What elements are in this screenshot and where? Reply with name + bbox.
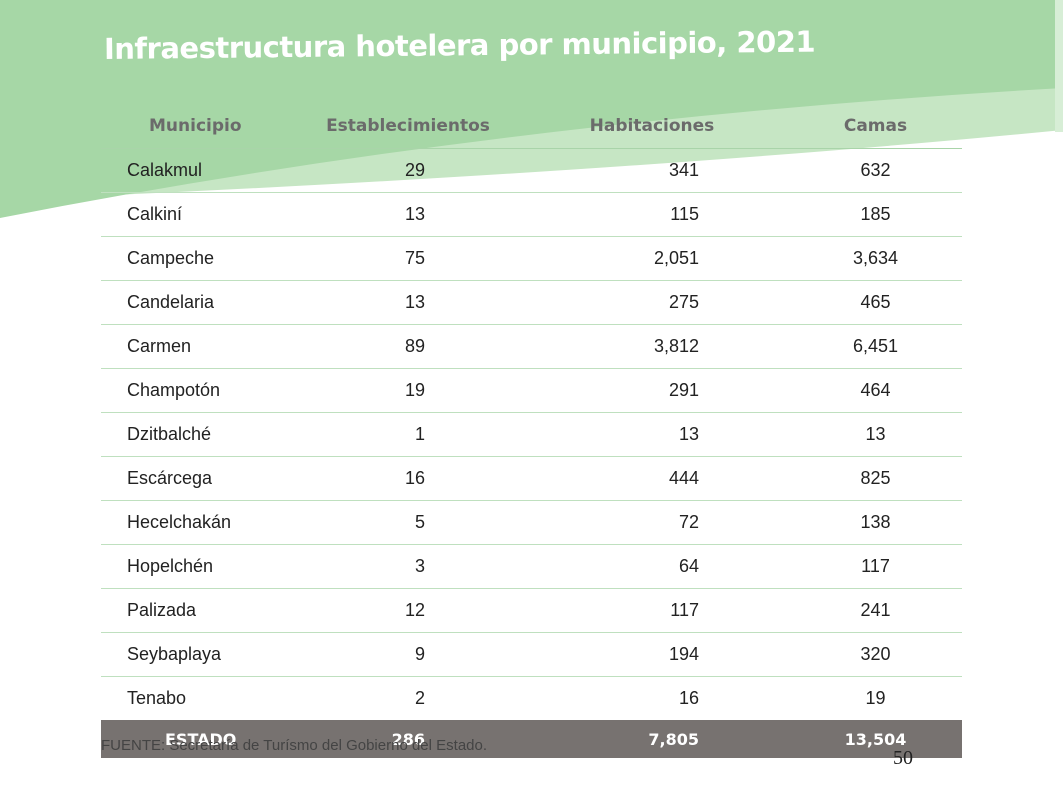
cell-municipio: Seybaplaya bbox=[101, 632, 301, 677]
table-row: Tenabo 2 16 19 bbox=[101, 676, 962, 720]
cell-municipio: Escárcega bbox=[101, 456, 301, 501]
cell-habitaciones: 115 bbox=[515, 192, 789, 237]
table-header-row: Municipio Establecimientos Habitaciones … bbox=[101, 104, 962, 149]
header-camas: Camas bbox=[843, 116, 908, 136]
cell-camas: 632 bbox=[789, 148, 962, 193]
cell-establecimientos: 3 bbox=[301, 544, 515, 589]
cell-municipio: Hopelchén bbox=[101, 544, 301, 589]
page-number: 50 bbox=[893, 747, 913, 769]
cell-municipio: Candelaria bbox=[101, 280, 301, 325]
total-camas: 13,504 bbox=[789, 720, 962, 758]
cell-camas: 13 bbox=[789, 412, 962, 457]
cell-camas: 19 bbox=[789, 676, 962, 720]
total-label: ESTADO bbox=[101, 720, 301, 758]
cell-municipio: Calkiní bbox=[101, 192, 301, 237]
cell-camas: 320 bbox=[789, 632, 962, 677]
cell-establecimientos: 16 bbox=[301, 456, 515, 501]
cell-habitaciones: 291 bbox=[515, 368, 789, 413]
cell-establecimientos: 5 bbox=[301, 500, 515, 545]
table-row: Carmen 89 3,812 6,451 bbox=[101, 324, 962, 369]
cell-camas: 6,451 bbox=[789, 324, 962, 369]
total-habitaciones: 7,805 bbox=[515, 720, 789, 758]
cell-establecimientos: 13 bbox=[301, 192, 515, 237]
band-edge bbox=[1055, 0, 1063, 132]
cell-habitaciones: 2,051 bbox=[515, 236, 789, 281]
cell-establecimientos: 1 bbox=[301, 412, 515, 457]
total-establecimientos: 286 bbox=[301, 720, 515, 758]
table-row: Champotón 19 291 464 bbox=[101, 368, 962, 413]
cell-habitaciones: 194 bbox=[515, 632, 789, 677]
table-row: Campeche 75 2,051 3,634 bbox=[101, 236, 962, 281]
header-municipio: Municipio bbox=[149, 116, 242, 136]
cell-establecimientos: 29 bbox=[301, 148, 515, 193]
table-row: Seybaplaya 9 194 320 bbox=[101, 632, 962, 677]
cell-camas: 138 bbox=[789, 500, 962, 545]
cell-municipio: Campeche bbox=[101, 236, 301, 281]
cell-municipio: Hecelchakán bbox=[101, 500, 301, 545]
cell-habitaciones: 444 bbox=[515, 456, 789, 501]
cell-establecimientos: 75 bbox=[301, 236, 515, 281]
cell-municipio: Dzitbalché bbox=[101, 412, 301, 457]
header-establecimientos: Establecimientos bbox=[326, 116, 490, 136]
cell-habitaciones: 13 bbox=[515, 412, 789, 457]
cell-municipio: Calakmul bbox=[101, 148, 301, 193]
total-row: ESTADO 286 7,805 13,504 bbox=[101, 720, 962, 758]
cell-camas: 3,634 bbox=[789, 236, 962, 281]
cell-municipio: Carmen bbox=[101, 324, 301, 369]
table-row: Calkiní 13 115 185 bbox=[101, 192, 962, 237]
table-row: Escárcega 16 444 825 bbox=[101, 456, 962, 501]
cell-municipio: Champotón bbox=[101, 368, 301, 413]
cell-camas: 117 bbox=[789, 544, 962, 589]
cell-habitaciones: 16 bbox=[515, 676, 789, 720]
table-row: Palizada 12 117 241 bbox=[101, 588, 962, 633]
hotel-table: Municipio Establecimientos Habitaciones … bbox=[101, 104, 962, 758]
cell-camas: 825 bbox=[789, 456, 962, 501]
cell-habitaciones: 275 bbox=[515, 280, 789, 325]
cell-establecimientos: 9 bbox=[301, 632, 515, 677]
header-habitaciones: Habitaciones bbox=[589, 116, 715, 136]
cell-establecimientos: 89 bbox=[301, 324, 515, 369]
source-note: FUENTE: Secretaría de Turísmo del Gobier… bbox=[101, 737, 488, 754]
table-row: Candelaria 13 275 465 bbox=[101, 280, 962, 325]
cell-municipio: Tenabo bbox=[101, 676, 301, 720]
cell-habitaciones: 72 bbox=[515, 500, 789, 545]
table-row: Hecelchakán 5 72 138 bbox=[101, 500, 962, 545]
cell-establecimientos: 13 bbox=[301, 280, 515, 325]
cell-habitaciones: 3,812 bbox=[515, 324, 789, 369]
cell-camas: 241 bbox=[789, 588, 962, 633]
cell-establecimientos: 12 bbox=[301, 588, 515, 633]
cell-camas: 465 bbox=[789, 280, 962, 325]
table-row: Hopelchén 3 64 117 bbox=[101, 544, 962, 589]
cell-habitaciones: 341 bbox=[515, 148, 789, 193]
cell-habitaciones: 117 bbox=[515, 588, 789, 633]
table-row: Calakmul 29 341 632 bbox=[101, 148, 962, 193]
cell-habitaciones: 64 bbox=[515, 544, 789, 589]
cell-camas: 185 bbox=[789, 192, 962, 237]
table-row: Dzitbalché 1 13 13 bbox=[101, 412, 962, 457]
cell-establecimientos: 2 bbox=[301, 676, 515, 720]
cell-camas: 464 bbox=[789, 368, 962, 413]
cell-municipio: Palizada bbox=[101, 588, 301, 633]
cell-establecimientos: 19 bbox=[301, 368, 515, 413]
